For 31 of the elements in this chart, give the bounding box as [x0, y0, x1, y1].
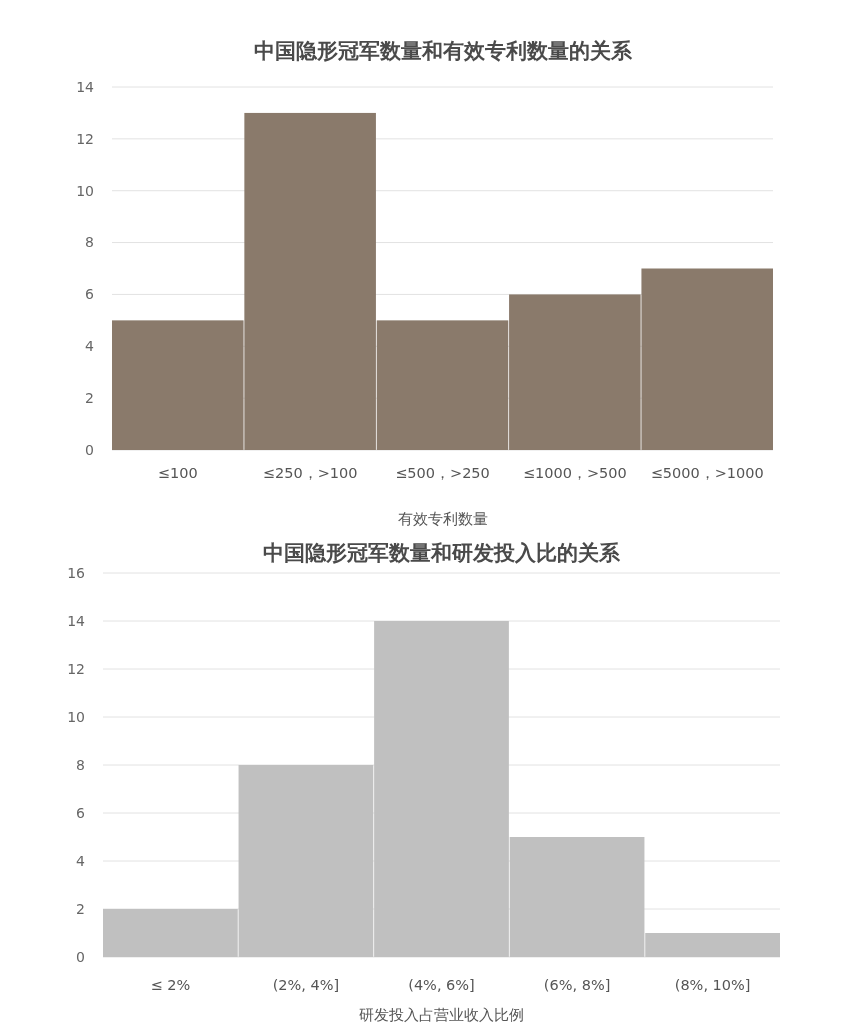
y-tick-label: 6: [76, 804, 86, 821]
y-tick-label: 6: [85, 286, 95, 303]
x-tick-label: ≤ 2%: [150, 977, 191, 993]
x-tick-label: ≤5000，>1000: [650, 465, 764, 481]
y-tick-label: 8: [85, 234, 94, 251]
x-tick-label: ≤500，>250: [395, 465, 490, 481]
y-tick-label: 12: [76, 130, 94, 147]
y-tick-label: 12: [67, 660, 85, 677]
y-tick-label: 0: [85, 441, 94, 458]
y-tick-label: 4: [85, 338, 95, 355]
x-axis-title: 有效专利数量: [397, 510, 488, 528]
y-tick-label: 0: [76, 948, 85, 965]
chart-title: 中国隐形冠军数量和研发投入比的关系: [263, 541, 621, 565]
x-tick-label: (6%, 8%]: [543, 977, 611, 993]
y-tick-label: 16: [67, 564, 86, 581]
x-tick-label: (4%, 6%]: [408, 977, 475, 993]
x-axis-title: 研发投入占营业收入比例: [359, 1006, 524, 1024]
y-tick-label: 10: [67, 708, 85, 725]
y-tick-label: 14: [76, 78, 95, 95]
x-tick-label: ≤250，>100: [262, 465, 358, 481]
x-tick-label: (8%, 10%]: [674, 977, 751, 993]
chart-title: 中国隐形冠军数量和有效专利数量的关系: [253, 39, 633, 63]
y-tick-label: 2: [85, 390, 94, 407]
y-tick-label: 10: [76, 182, 94, 199]
x-tick-label: (2%, 4%]: [272, 977, 340, 993]
y-tick-label: 2: [76, 900, 85, 917]
x-tick-label: ≤100: [157, 465, 198, 481]
x-tick-label: ≤1000，>500: [522, 465, 627, 481]
y-tick-label: 4: [76, 852, 86, 869]
y-tick-label: 14: [67, 612, 86, 629]
y-tick-label: 8: [76, 756, 85, 773]
